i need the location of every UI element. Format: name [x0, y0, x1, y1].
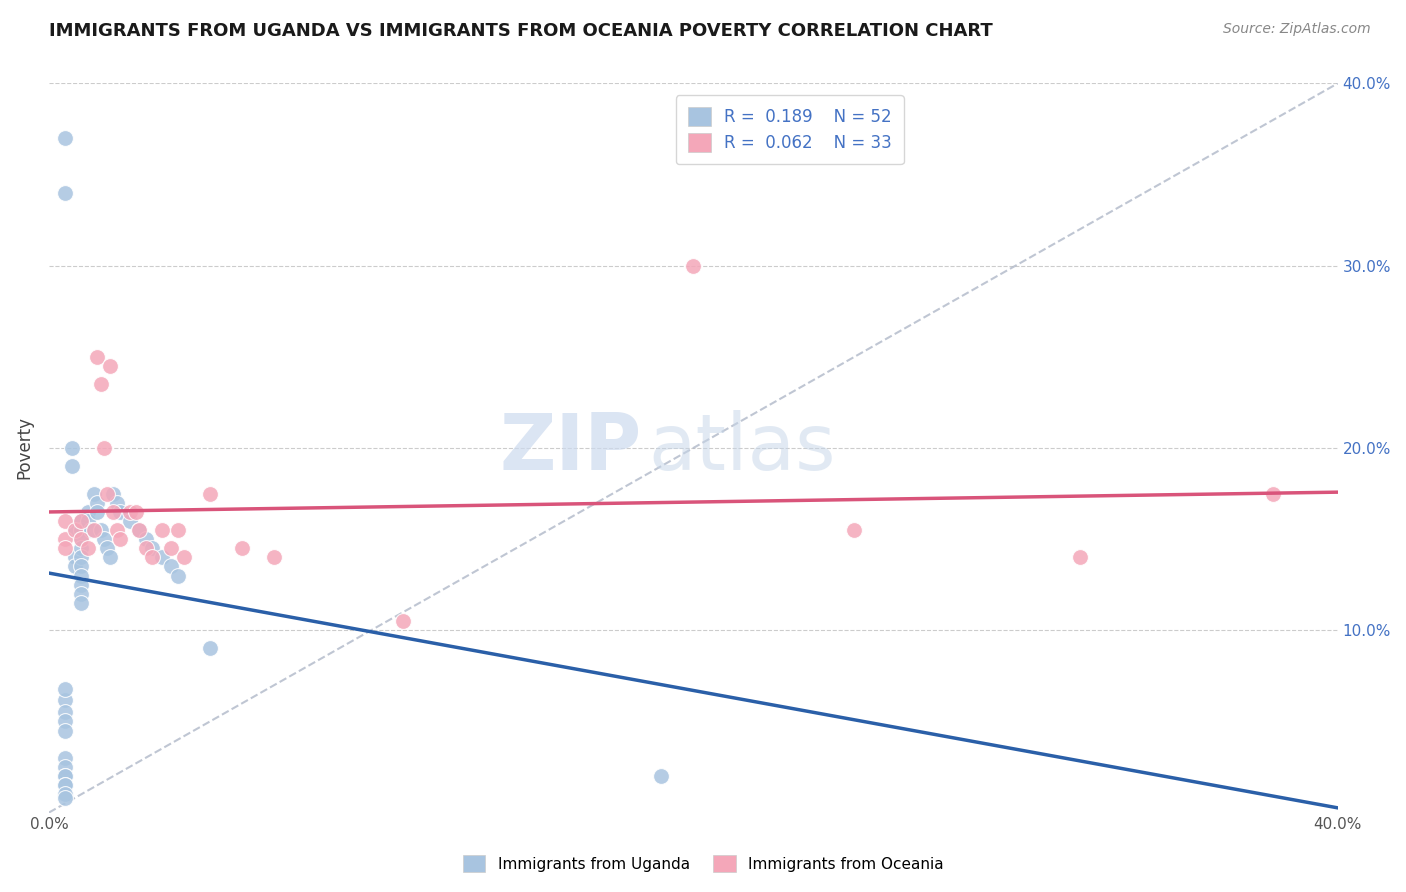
- Point: [96, 486, 118, 500]
- Point: [1069, 550, 1091, 565]
- Point: [1263, 486, 1285, 500]
- Point: [105, 496, 128, 510]
- Point: [128, 523, 150, 537]
- Point: [63, 523, 86, 537]
- Point: [86, 496, 108, 510]
- Point: [96, 541, 118, 556]
- Point: [53, 723, 76, 738]
- Point: [118, 514, 141, 528]
- Point: [141, 550, 163, 565]
- Legend: R =  0.189    N = 52, R =  0.062    N = 33: R = 0.189 N = 52, R = 0.062 N = 33: [676, 95, 904, 164]
- Point: [160, 559, 183, 574]
- Text: ZIP: ZIP: [499, 410, 641, 486]
- Point: [53, 706, 76, 720]
- Point: [53, 514, 76, 528]
- Point: [89, 523, 111, 537]
- Point: [98, 359, 121, 373]
- Point: [53, 769, 76, 783]
- Point: [76, 514, 98, 528]
- Point: [83, 523, 105, 537]
- Point: [70, 532, 93, 546]
- Point: [108, 505, 131, 519]
- Point: [103, 505, 125, 519]
- Point: [63, 550, 86, 565]
- Point: [70, 532, 93, 546]
- Point: [60, 459, 83, 474]
- Point: [53, 791, 76, 805]
- Point: [53, 778, 76, 792]
- Point: [53, 692, 76, 706]
- Point: [93, 532, 115, 546]
- Point: [53, 532, 76, 546]
- Point: [160, 541, 183, 556]
- Point: [105, 523, 128, 537]
- Point: [141, 541, 163, 556]
- Point: [125, 505, 148, 519]
- Point: [150, 550, 173, 565]
- Point: [128, 523, 150, 537]
- Point: [60, 441, 83, 455]
- Text: Source: ZipAtlas.com: Source: ZipAtlas.com: [1223, 22, 1371, 37]
- Point: [70, 596, 93, 610]
- Point: [198, 486, 221, 500]
- Point: [80, 523, 103, 537]
- Y-axis label: Poverty: Poverty: [15, 417, 32, 480]
- Point: [166, 568, 188, 582]
- Point: [108, 532, 131, 546]
- Point: [150, 523, 173, 537]
- Point: [682, 259, 704, 273]
- Point: [103, 486, 125, 500]
- Point: [98, 550, 121, 565]
- Point: [70, 550, 93, 565]
- Point: [198, 641, 221, 656]
- Point: [70, 568, 93, 582]
- Point: [118, 505, 141, 519]
- Point: [392, 614, 415, 628]
- Point: [166, 523, 188, 537]
- Point: [70, 541, 93, 556]
- Point: [53, 769, 76, 783]
- Point: [70, 523, 93, 537]
- Point: [263, 550, 285, 565]
- Point: [70, 514, 93, 528]
- Point: [53, 787, 76, 801]
- Point: [86, 350, 108, 364]
- Point: [650, 769, 672, 783]
- Point: [76, 541, 98, 556]
- Point: [53, 760, 76, 774]
- Point: [86, 505, 108, 519]
- Point: [844, 523, 866, 537]
- Text: atlas: atlas: [648, 410, 835, 486]
- Point: [53, 714, 76, 729]
- Point: [53, 681, 76, 696]
- Text: IMMIGRANTS FROM UGANDA VS IMMIGRANTS FROM OCEANIA POVERTY CORRELATION CHART: IMMIGRANTS FROM UGANDA VS IMMIGRANTS FRO…: [49, 22, 993, 40]
- Point: [70, 577, 93, 591]
- Point: [63, 559, 86, 574]
- Point: [93, 441, 115, 455]
- Point: [76, 505, 98, 519]
- Point: [89, 377, 111, 392]
- Point: [53, 778, 76, 792]
- Point: [53, 186, 76, 200]
- Point: [53, 541, 76, 556]
- Point: [70, 587, 93, 601]
- Point: [53, 751, 76, 765]
- Point: [135, 541, 157, 556]
- Legend: Immigrants from Uganda, Immigrants from Oceania: Immigrants from Uganda, Immigrants from …: [456, 847, 950, 880]
- Point: [173, 550, 195, 565]
- Point: [70, 559, 93, 574]
- Point: [53, 131, 76, 145]
- Point: [70, 514, 93, 528]
- Point: [63, 523, 86, 537]
- Point: [231, 541, 253, 556]
- Point: [83, 486, 105, 500]
- Point: [135, 532, 157, 546]
